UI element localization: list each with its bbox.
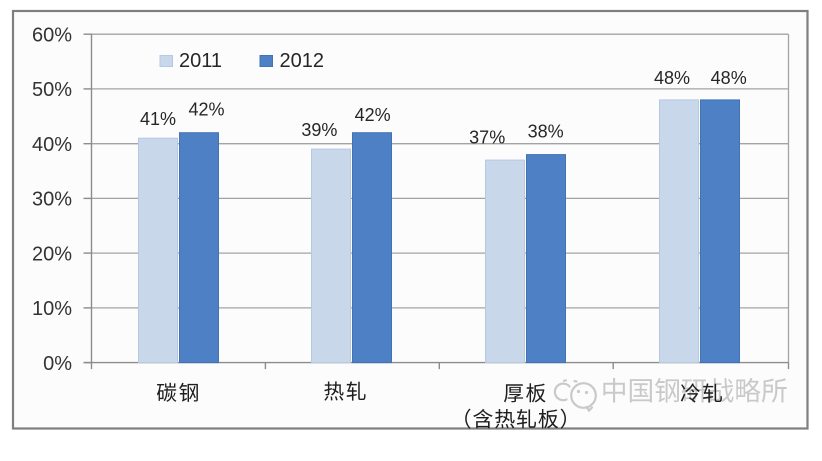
- svg-text:38%: 38%: [528, 121, 564, 141]
- svg-text:42%: 42%: [188, 99, 224, 119]
- svg-text:10%: 10%: [32, 298, 72, 320]
- svg-text:37%: 37%: [469, 128, 505, 148]
- svg-text:2011: 2011: [179, 50, 222, 72]
- svg-text:50%: 50%: [32, 79, 72, 101]
- svg-text:20%: 20%: [32, 243, 72, 265]
- svg-text:0%: 0%: [43, 353, 72, 375]
- svg-text:48%: 48%: [711, 68, 747, 88]
- svg-text:48%: 48%: [654, 68, 690, 88]
- svg-text:42%: 42%: [355, 105, 391, 125]
- svg-text:39%: 39%: [301, 120, 337, 140]
- svg-text:60%: 60%: [32, 24, 72, 46]
- svg-text:40%: 40%: [32, 134, 72, 156]
- svg-text:2012: 2012: [280, 50, 325, 72]
- svg-text:30%: 30%: [32, 189, 72, 211]
- svg-text:41%: 41%: [140, 109, 176, 129]
